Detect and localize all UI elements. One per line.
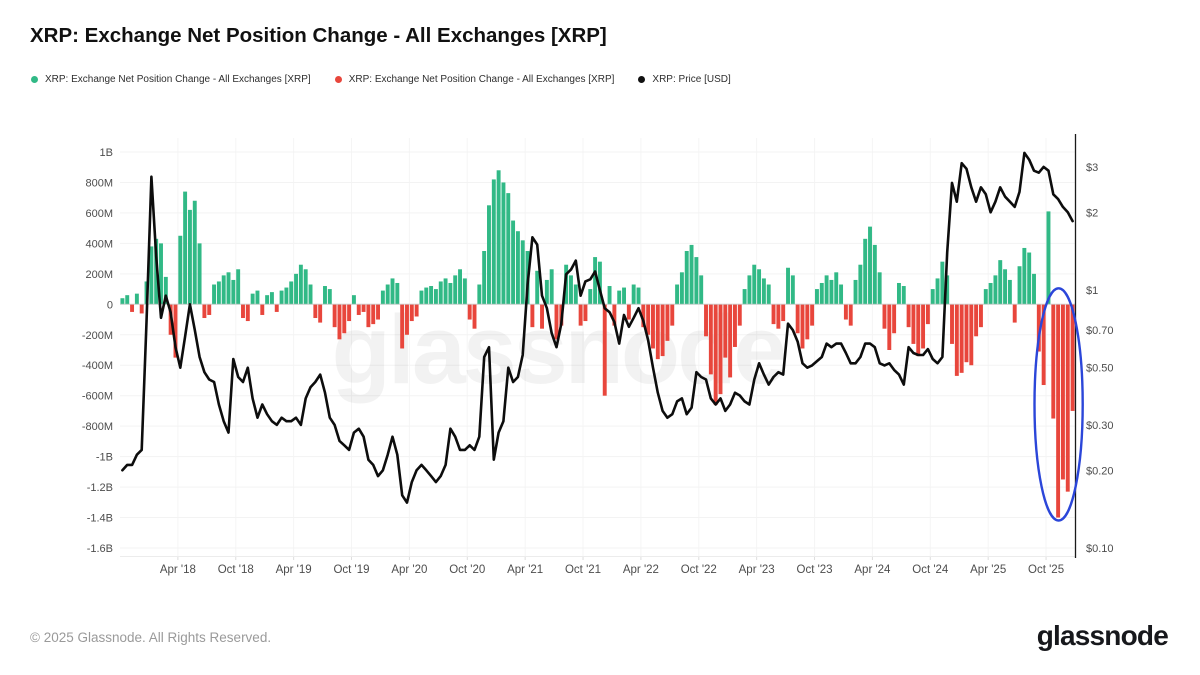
svg-text:$1: $1 [1086,285,1098,297]
svg-text:Apr '22: Apr '22 [623,564,659,576]
svg-text:$0.10: $0.10 [1086,543,1114,555]
svg-text:Apr '24: Apr '24 [854,564,891,576]
svg-text:1B: 1B [100,147,113,159]
legend-item-1[interactable]: XRP: Exchange Net Position Change - All … [334,74,615,85]
copyright-text: © 2025 Glassnode. All Rights Reserved. [30,630,272,645]
svg-text:Apr '25: Apr '25 [970,564,1006,576]
legend-swatch-icon [334,76,342,83]
svg-text:$0.70: $0.70 [1086,325,1114,337]
svg-text:-1.6B: -1.6B [87,543,113,555]
axis-labels: 1B 800M 600M 400M 200M 0 -200M -400M -600M -800M -… [82,147,1114,576]
svg-text:400M: 400M [85,238,113,250]
svg-text:-1.4B: -1.4B [87,513,113,525]
svg-text:Oct '24: Oct '24 [912,564,949,576]
svg-text:Oct '25: Oct '25 [1028,564,1064,576]
svg-text:Apr '18: Apr '18 [160,564,196,576]
svg-text:0: 0 [107,299,113,311]
svg-text:-1.2B: -1.2B [87,482,113,494]
svg-text:-600M: -600M [82,391,113,403]
svg-text:Oct '19: Oct '19 [333,564,369,576]
svg-text:800M: 800M [85,177,113,189]
legend-swatch-icon [31,76,38,83]
legend: XRP: Exchange Net Position Change - All … [31,74,731,85]
highlight-ellipse [1033,287,1084,522]
svg-text:$0.20: $0.20 [1086,465,1114,477]
svg-text:200M: 200M [85,269,113,281]
svg-text:$3: $3 [1086,162,1098,174]
svg-text:600M: 600M [85,208,113,220]
svg-text:Oct '21: Oct '21 [565,564,601,576]
svg-text:$0.50: $0.50 [1086,363,1114,375]
legend-label: XRP: Exchange Net Position Change - All … [45,74,311,85]
legend-label: XRP: Price [USD] [652,74,731,85]
legend-item-2[interactable]: XRP: Price [USD] [638,74,731,85]
svg-text:$2: $2 [1086,207,1098,219]
svg-text:Oct '20: Oct '20 [449,564,485,576]
glassnode-logo: glassnode [1036,620,1169,651]
svg-text:$0.30: $0.30 [1086,420,1114,432]
svg-text:Apr '21: Apr '21 [507,564,543,576]
svg-text:-800M: -800M [82,421,113,433]
svg-text:Apr '20: Apr '20 [391,564,427,576]
svg-text:Oct '18: Oct '18 [218,564,254,576]
svg-text:Apr '19: Apr '19 [276,564,312,576]
svg-text:Apr '23: Apr '23 [739,564,775,576]
price-line [121,151,1074,504]
page-title: XRP: Exchange Net Position Change - All … [30,24,607,47]
legend-label: XRP: Exchange Net Position Change - All … [348,74,615,85]
svg-text:Oct '22: Oct '22 [681,564,717,576]
legend-item-0[interactable]: XRP: Exchange Net Position Change - All … [31,74,311,85]
svg-text:-200M: -200M [82,330,113,342]
svg-text:-1B: -1B [96,452,113,464]
svg-text:Oct '23: Oct '23 [797,564,833,576]
legend-swatch-icon [638,76,646,83]
svg-text:-400M: -400M [82,360,113,372]
